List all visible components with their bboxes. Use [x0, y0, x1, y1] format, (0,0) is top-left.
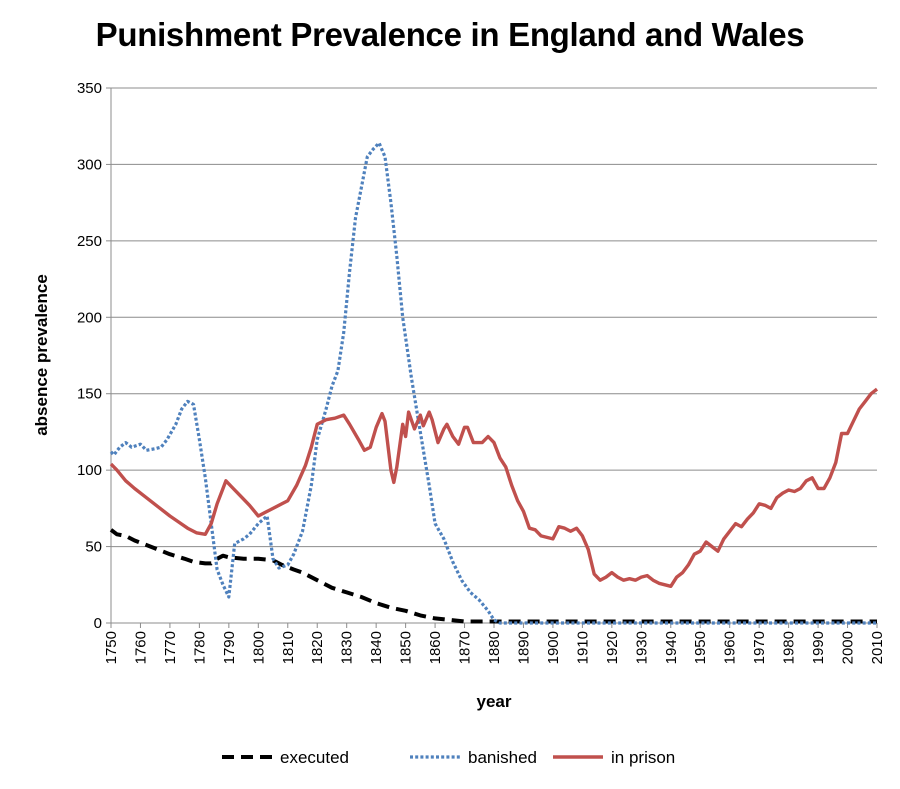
x-tick-label-1870: 1870 — [457, 631, 474, 664]
x-tick-label-1750: 1750 — [103, 631, 120, 664]
legend-label-executed: executed — [280, 748, 349, 767]
y-tick-label-150: 150 — [77, 386, 102, 403]
x-tick-label-1770: 1770 — [162, 631, 179, 664]
x-tick-label-2010: 2010 — [869, 631, 886, 664]
x-tick-label-1950: 1950 — [692, 631, 709, 664]
x-tick-label-2000: 2000 — [840, 631, 857, 664]
x-tick-label-1900: 1900 — [545, 631, 562, 664]
series-lines — [109, 141, 879, 625]
x-tick-label-1890: 1890 — [515, 631, 532, 664]
y-tick-label-50: 50 — [85, 539, 102, 556]
gridlines — [111, 87, 877, 548]
x-tick-label-1760: 1760 — [132, 631, 149, 664]
x-axis-title: year — [477, 692, 512, 711]
chart-title: Punishment Prevalence in England and Wal… — [95, 16, 805, 53]
legend: executed banished in prison — [222, 748, 675, 767]
y-tick-label-0: 0 — [94, 615, 102, 632]
x-tick-label-1780: 1780 — [191, 631, 208, 664]
x-tick-label-1970: 1970 — [751, 631, 768, 664]
legend-label-banished: banished — [468, 748, 537, 767]
x-tick-label-1790: 1790 — [221, 631, 238, 664]
x-tick-label-1980: 1980 — [781, 631, 798, 664]
x-tick-label-1920: 1920 — [604, 631, 621, 664]
x-tick-label-1940: 1940 — [663, 631, 680, 664]
y-tick-label-300: 300 — [77, 156, 102, 173]
x-tick-label-1990: 1990 — [810, 631, 827, 664]
y-tick-label-200: 200 — [77, 309, 102, 326]
x-tick-label-1880: 1880 — [486, 631, 503, 664]
x-tick-label-1830: 1830 — [339, 631, 356, 664]
x-tick-label-1820: 1820 — [309, 631, 326, 664]
y-axis-title: absence prevalence — [32, 274, 51, 436]
x-tick-label-1800: 1800 — [250, 631, 267, 664]
y-tick-label-350: 350 — [77, 80, 102, 97]
x-tick-label-1810: 1810 — [280, 631, 297, 664]
series-line-banished — [109, 141, 877, 625]
legend-label-in-prison: in prison — [611, 748, 675, 767]
x-tick-label-1930: 1930 — [633, 631, 650, 664]
x-tick-label-1960: 1960 — [722, 631, 739, 664]
series-line-in-prison — [109, 387, 879, 588]
series-line-executed — [109, 528, 877, 624]
x-tick-label-1840: 1840 — [368, 631, 385, 664]
y-tick-label-100: 100 — [77, 462, 102, 479]
y-tick-label-250: 250 — [77, 233, 102, 250]
x-tick-label-1860: 1860 — [427, 631, 444, 664]
tick-labels: 0 50 100 150 200 250 300 350 1750 1760 1770 1780 179… — [77, 80, 886, 664]
x-tick-label-1910: 1910 — [574, 631, 591, 664]
x-tick-label-1850: 1850 — [398, 631, 415, 664]
